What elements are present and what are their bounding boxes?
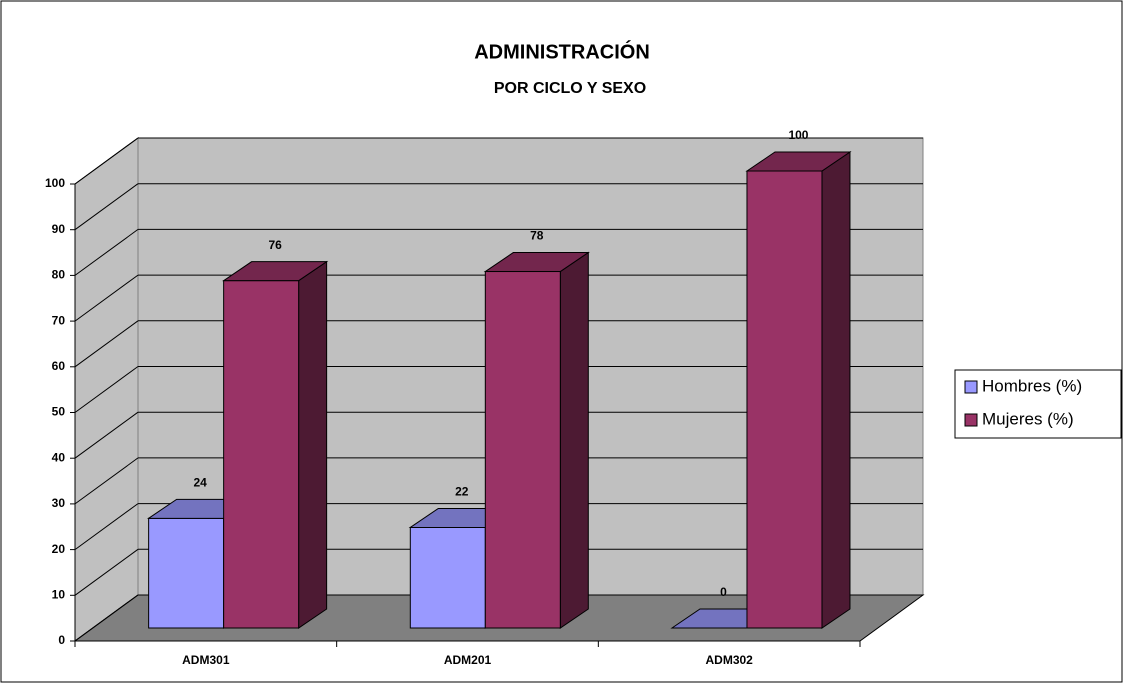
bar-top [483, 252, 590, 273]
y-tick-label: 60 [52, 359, 66, 373]
grid-line [74, 594, 139, 642]
y-tick-label: 70 [52, 313, 66, 327]
x-tick-label: ADM302 [705, 653, 753, 667]
bar [148, 517, 225, 629]
legend-label: Mujeres (%) [982, 409, 1074, 428]
data-label: 100 [788, 128, 808, 142]
bar [746, 170, 823, 629]
bar-top [222, 261, 329, 282]
y-tick-label: 50 [52, 405, 66, 419]
x-tick-label: ADM301 [182, 653, 230, 667]
data-label: 24 [193, 475, 207, 489]
grid-line [74, 274, 139, 322]
y-tick-label: 10 [52, 587, 66, 601]
legend-box [954, 369, 1122, 439]
x-tick-label: ADM201 [444, 653, 492, 667]
bar-side [559, 251, 589, 629]
bar-side [821, 151, 851, 629]
chart-subtitle: POR CICLO Y SEXO [494, 80, 646, 97]
y-tick-label: 30 [52, 496, 66, 510]
grid-line [74, 457, 139, 505]
y-tick-label: 90 [52, 222, 66, 236]
legend-swatch [964, 380, 978, 394]
data-label: 76 [268, 238, 282, 252]
bar-side [298, 260, 328, 629]
chart-title: ADMINISTRACIÓN [474, 39, 650, 63]
bar [409, 526, 486, 629]
y-tick-label: 20 [52, 542, 66, 556]
y-tick-label: 0 [58, 633, 65, 647]
grid-line [74, 548, 139, 596]
y-tick-label: 40 [52, 450, 66, 464]
grid-line [74, 137, 139, 185]
legend-label: Hombres (%) [982, 376, 1082, 395]
grid-line [74, 320, 139, 368]
data-label: 78 [530, 229, 544, 243]
grid-line [74, 366, 139, 413]
bar [223, 280, 300, 629]
y-tick-label: 100 [45, 176, 65, 190]
grid-line [74, 228, 139, 276]
data-label: 22 [455, 485, 469, 499]
y-tick-label: 80 [52, 268, 66, 282]
legend-swatch [964, 413, 978, 427]
bar-top [745, 151, 852, 172]
grid-line [74, 503, 139, 551]
grid-line [74, 411, 139, 459]
data-label: 0 [720, 585, 727, 599]
bar [484, 271, 561, 629]
grid-line [74, 183, 139, 231]
